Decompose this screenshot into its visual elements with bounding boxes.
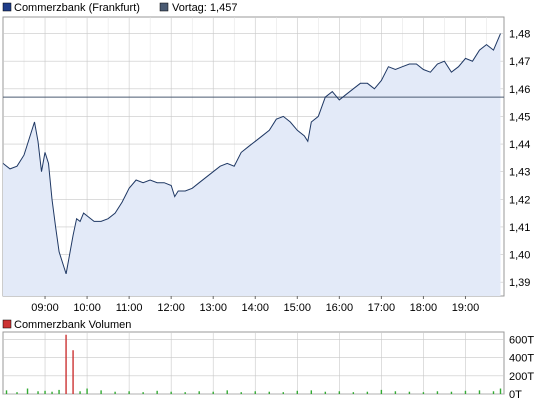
price-x-tick-label: 18:00 xyxy=(410,302,438,314)
volume-y-tick-label: 0T xyxy=(509,389,522,401)
volume-bar xyxy=(422,392,425,394)
volume-bar xyxy=(86,388,88,394)
price-y-tick-label: 1,45 xyxy=(509,111,530,123)
volume-bar xyxy=(170,391,172,394)
price-y-tick-label: 1,39 xyxy=(509,277,530,289)
volume-bar xyxy=(450,391,453,394)
volume-grid xyxy=(3,332,504,395)
volume-bar xyxy=(268,391,270,394)
price-x-tick-label: 11:00 xyxy=(116,302,143,314)
previous-close-legend-label: Vortag: 1,457 xyxy=(172,2,237,14)
price-y-tick-label: 1,42 xyxy=(509,194,530,206)
price-y-tick-label: 1,48 xyxy=(509,29,530,41)
volume-bar xyxy=(380,389,383,394)
volume-y-tick-label: 600T xyxy=(509,334,534,346)
price-y-tick-label: 1,40 xyxy=(509,250,530,262)
volume-bar xyxy=(72,350,74,394)
price-line xyxy=(2,33,501,275)
price-x-tick-label: 17:00 xyxy=(368,302,396,314)
volume-bar xyxy=(324,391,327,394)
volume-y-tick-label: 400T xyxy=(509,353,534,365)
volume-bar xyxy=(338,391,341,394)
price-x-axis: 09:00 10:00 11:00 12:00 13:00 14:00 15:00 16:00… xyxy=(31,296,479,314)
series-legend-marker xyxy=(2,2,12,12)
volume-bar xyxy=(240,392,242,394)
price-y-tick-label: 1,46 xyxy=(509,84,530,96)
price-x-tick-label: 19:00 xyxy=(452,302,480,314)
volume-bar xyxy=(198,391,200,394)
volume-bar xyxy=(16,392,18,394)
price-x-tick-label: 15:00 xyxy=(284,302,312,314)
volume-bar xyxy=(184,392,186,394)
volume-bar xyxy=(366,391,369,394)
volume-bar xyxy=(254,391,256,394)
price-y-tick-label: 1,41 xyxy=(509,222,530,234)
volume-bar xyxy=(212,391,214,394)
volume-bar xyxy=(492,391,495,394)
price-x-tick-label: 16:00 xyxy=(326,302,354,314)
volume-bar xyxy=(282,392,284,394)
price-x-tick-label: 13:00 xyxy=(199,302,227,314)
price-panel: 1,39 1,40 1,41 1,42 1,43 1,44 1,45 1,46 1,47 1,48… xyxy=(2,16,530,314)
series-legend-label: Commerzbank (Frankfurt) xyxy=(14,2,140,14)
volume-bar xyxy=(352,392,355,394)
volume-bar xyxy=(142,392,144,394)
volume-bar xyxy=(58,389,60,394)
volume-bar xyxy=(310,390,313,394)
volume-bar xyxy=(128,391,130,394)
volume-bar xyxy=(65,334,67,394)
price-x-tick-label: 12:00 xyxy=(157,302,185,314)
volume-bar xyxy=(436,391,439,394)
volume-bar xyxy=(156,390,158,394)
volume-bar xyxy=(394,391,397,394)
volume-bar xyxy=(478,390,481,394)
volume-panel: 600T 400T 200T 0T xyxy=(2,331,534,401)
volume-bar xyxy=(114,391,116,394)
volume-bar xyxy=(408,391,411,394)
volume-bar xyxy=(37,391,39,394)
price-y-tick-label: 1,47 xyxy=(509,56,530,68)
volume-bar xyxy=(26,388,29,394)
volume-bar xyxy=(5,390,8,394)
volume-plot-frame xyxy=(2,331,505,395)
price-x-tick-label: 10:00 xyxy=(73,302,101,314)
volume-y-axis: 600T 400T 200T 0T xyxy=(509,334,534,401)
price-x-tick-label: 14:00 xyxy=(241,302,269,314)
volume-bar xyxy=(464,390,467,394)
price-area xyxy=(3,33,501,296)
volume-bar xyxy=(296,390,298,394)
price-y-tick-label: 1,43 xyxy=(509,167,530,179)
volume-legend-label: Commerzbank Volumen xyxy=(14,319,131,331)
volume-y-tick-label: 200T xyxy=(509,371,534,383)
volume-bar xyxy=(79,391,81,394)
previous-close-legend-marker xyxy=(159,2,169,12)
volume-bar xyxy=(226,390,228,394)
price-y-axis: 1,39 1,40 1,41 1,42 1,43 1,44 1,45 1,46 1,47 1,48 xyxy=(509,29,530,290)
price-y-tick-label: 1,44 xyxy=(509,139,530,151)
volume-legend-marker xyxy=(2,319,12,329)
volume-bar xyxy=(100,390,102,394)
volume-bar xyxy=(44,390,46,394)
price-x-tick-label: 09:00 xyxy=(31,302,59,314)
volume-bar xyxy=(51,391,53,394)
volume-bar xyxy=(499,388,502,394)
volume-bars xyxy=(5,334,502,394)
